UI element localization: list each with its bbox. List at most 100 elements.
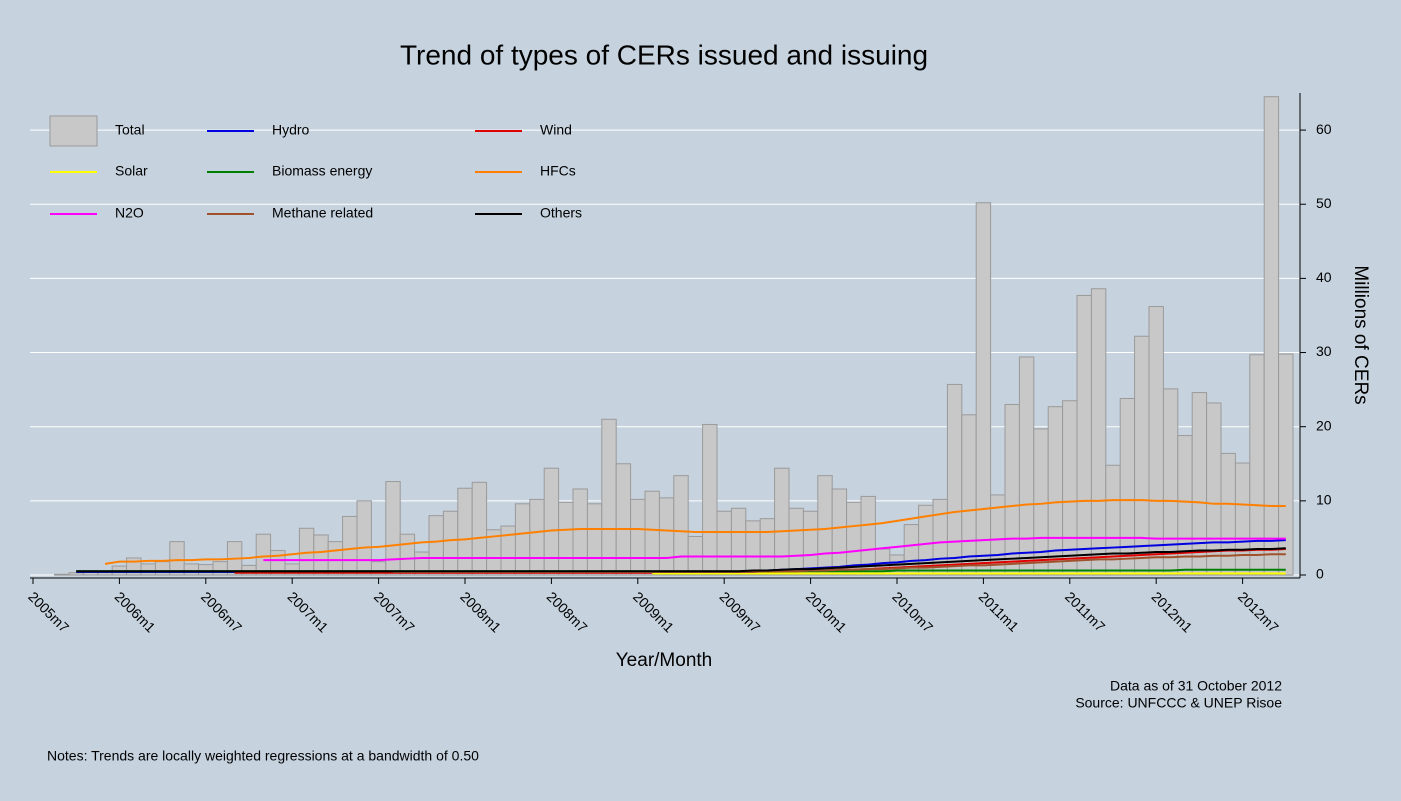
bar: [946, 383, 963, 576]
y-tick-label: 50: [1316, 195, 1332, 211]
bar: [673, 475, 689, 576]
bar: [356, 500, 372, 576]
bar: [457, 487, 473, 576]
bar: [1004, 403, 1020, 576]
x-tick-label: 2010m1: [803, 588, 850, 635]
bar: [601, 418, 617, 576]
legend-label: Biomass energy: [272, 163, 372, 179]
bar: [68, 572, 84, 576]
bar: [658, 497, 675, 576]
bar: [716, 510, 732, 576]
bar: [1162, 388, 1179, 576]
legend-label: Hydro: [272, 122, 310, 138]
x-tick-label: 2009m7: [716, 588, 763, 635]
bar: [644, 490, 660, 576]
bar: [313, 534, 329, 576]
bar: [802, 510, 819, 576]
legend-label: HFCs: [540, 163, 576, 179]
y-axis-title: Millions of CERs: [1350, 265, 1371, 404]
bar: [255, 533, 272, 576]
bar: [198, 564, 214, 576]
bar: [1076, 294, 1092, 576]
bar: [558, 501, 574, 576]
bar: [702, 423, 718, 576]
bar: [500, 525, 516, 576]
bar: [1234, 462, 1251, 576]
bar: [860, 495, 876, 576]
trend-line: [104, 499, 1286, 565]
x-tick-label: 2011m7: [1062, 588, 1109, 635]
legend-label: Solar: [115, 163, 148, 179]
bar: [759, 518, 776, 576]
bar: [586, 503, 603, 576]
chart-title: Trend of types of CERs issued and issuin…: [400, 39, 928, 70]
legend-label: Wind: [540, 122, 572, 138]
bar: [831, 488, 848, 576]
y-tick-label: 10: [1316, 492, 1332, 508]
bar: [169, 541, 185, 576]
bar: [140, 563, 156, 576]
bar: [975, 202, 992, 576]
bar: [1090, 288, 1107, 576]
bar: [514, 503, 531, 576]
bar: [745, 520, 761, 576]
note: Data as of 31 October 2012: [1110, 678, 1282, 694]
bar: [1206, 402, 1222, 576]
legend-swatch: [49, 115, 98, 147]
bar: [442, 510, 459, 576]
x-tick-label: 2006m1: [112, 588, 159, 635]
bar: [342, 515, 358, 576]
trend-line: [263, 536, 1286, 562]
x-tick-label: 2009m1: [630, 588, 677, 635]
bar: [961, 414, 977, 576]
legend-label: N2O: [115, 205, 144, 221]
bar: [1263, 96, 1280, 576]
bar: [54, 573, 70, 576]
y-tick-label: 0: [1316, 566, 1324, 582]
x-tick-label: 2007m1: [284, 588, 331, 635]
legend-label: Methane related: [272, 205, 373, 221]
x-tick-label: 2005m7: [25, 588, 72, 635]
bar: [572, 488, 588, 576]
x-axis-title: Year/Month: [616, 650, 712, 671]
legend-label: Others: [540, 205, 582, 221]
x-tick-label: 2008m1: [457, 588, 504, 635]
note: Source: UNFCCC & UNEP Risoe: [1075, 695, 1282, 711]
x-tick-label: 2011m1: [976, 588, 1023, 635]
bar: [1177, 435, 1193, 576]
x-tick-label: 2007m7: [371, 588, 418, 635]
bar: [630, 498, 646, 576]
bar: [788, 507, 804, 576]
bar: [385, 481, 401, 576]
y-tick-label: 30: [1316, 343, 1332, 359]
legend-label: Total: [115, 122, 145, 138]
bar: [529, 498, 545, 576]
bar: [183, 563, 200, 576]
bar: [327, 541, 344, 576]
x-tick-label: 2012m1: [1148, 588, 1195, 635]
bar: [1191, 392, 1208, 576]
y-tick-label: 60: [1316, 121, 1332, 137]
x-tick-label: 2010m7: [889, 588, 936, 635]
bar: [428, 515, 444, 576]
y-tick-label: 40: [1316, 269, 1332, 285]
x-tick-label: 2006m7: [198, 588, 245, 635]
bar: [471, 481, 488, 576]
x-tick-label: 2008m7: [544, 588, 591, 635]
bar: [1148, 306, 1164, 576]
bar: [399, 533, 416, 576]
bar: [1278, 353, 1294, 576]
y-tick-label: 20: [1316, 417, 1332, 433]
bar: [817, 475, 833, 576]
footnote: Notes: Trends are locally weighted regre…: [47, 748, 479, 764]
x-tick-label: 2012m7: [1235, 588, 1282, 635]
bar: [543, 467, 560, 576]
bar: [1119, 398, 1136, 576]
bar: [774, 467, 790, 576]
bar: [1220, 452, 1236, 576]
bar: [1018, 356, 1035, 576]
bar: [730, 507, 747, 576]
trend-line: [76, 547, 1286, 573]
